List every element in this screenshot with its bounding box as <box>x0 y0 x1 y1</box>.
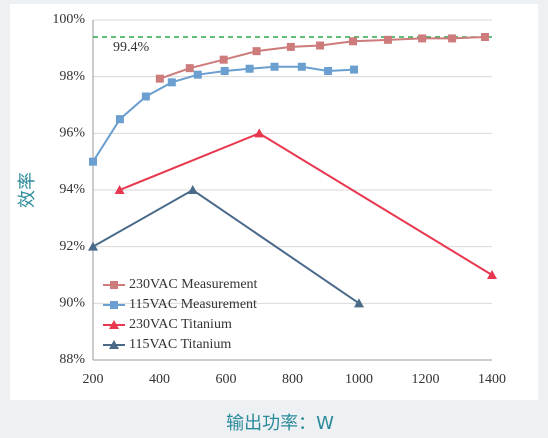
marker <box>115 115 124 124</box>
marker <box>155 74 164 83</box>
legend-marker <box>109 320 119 329</box>
marker <box>350 65 359 74</box>
marker <box>219 55 228 64</box>
y-tick-label: 100% <box>52 12 85 27</box>
x-tick-label: 400 <box>149 372 170 387</box>
marker <box>487 270 497 279</box>
marker <box>114 185 125 194</box>
marker <box>448 34 457 43</box>
x-tick-label: 1000 <box>345 372 373 387</box>
x-tick-label: 200 <box>83 372 104 387</box>
marker <box>316 41 325 50</box>
marker <box>383 35 392 44</box>
y-tick-label: 98% <box>59 69 85 84</box>
legend-label: 115VAC Titanium <box>129 337 231 352</box>
reference-label: 99.4% <box>113 40 150 55</box>
marker <box>418 34 427 43</box>
marker <box>254 128 265 138</box>
y-axis-label: 效率 <box>17 172 38 208</box>
x-tick-label: 1200 <box>412 372 440 387</box>
marker <box>88 241 98 251</box>
y-tick-label: 90% <box>59 296 85 311</box>
marker <box>270 62 279 71</box>
y-tick-label: 88% <box>59 352 85 367</box>
x-tick-label: 1400 <box>478 372 506 387</box>
marker <box>89 157 97 166</box>
legend-label: 115VAC Measurement <box>129 297 257 312</box>
marker <box>286 42 295 51</box>
marker <box>185 64 194 73</box>
legend-label: 230VAC Titanium <box>129 317 232 332</box>
marker <box>349 37 358 46</box>
marker <box>187 185 198 194</box>
marker <box>141 92 150 101</box>
x-axis-label: 输出功率：W <box>226 413 334 434</box>
marker <box>252 47 261 56</box>
legend-marker <box>109 340 119 349</box>
marker <box>297 62 306 71</box>
legend-marker <box>110 281 118 289</box>
marker <box>324 67 333 75</box>
marker <box>481 33 490 41</box>
marker <box>245 64 254 73</box>
x-tick-label: 600 <box>216 372 237 387</box>
y-tick-label: 94% <box>59 182 85 197</box>
marker <box>193 70 202 79</box>
marker <box>167 78 176 87</box>
x-tick-label: 800 <box>282 372 303 387</box>
y-tick-label: 96% <box>59 126 85 141</box>
legend-label: 230VAC Measurement <box>129 277 258 292</box>
marker <box>220 67 229 75</box>
marker <box>354 298 364 308</box>
y-tick-label: 92% <box>59 239 85 254</box>
legend-marker <box>110 301 118 309</box>
